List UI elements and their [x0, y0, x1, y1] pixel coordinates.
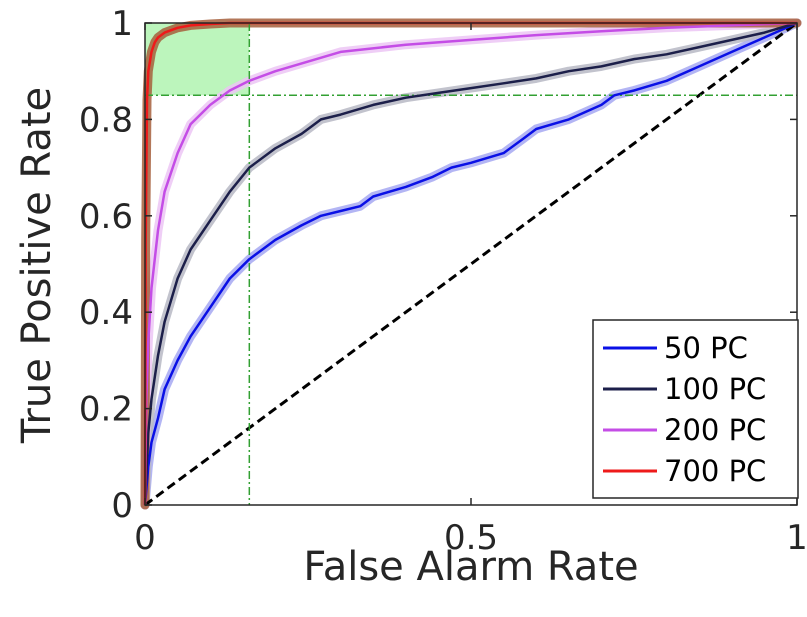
y-tick-label: 0.2 [79, 390, 133, 430]
series-line-100-pc [143, 21, 798, 506]
series-line-200-pc [143, 21, 798, 506]
y-tick-label: 1 [111, 4, 133, 44]
y-tick-label: 0.6 [79, 197, 133, 237]
legend-label-200-pc: 200 PC [664, 413, 766, 447]
x-tick-label: 1 [786, 518, 807, 558]
x-tick-label: 0.5 [444, 518, 498, 558]
x-tick-label: 0 [134, 518, 156, 558]
axis-ticks: 0 0.5 1 0 0.2 0.4 0.6 0.8 1 [79, 4, 807, 558]
chance-line [144, 21, 798, 507]
series-line-50-pc [143, 21, 798, 506]
x-axis-title: False Alarm Rate [303, 544, 638, 590]
series-lines [143, 21, 798, 506]
legend-label-50-pc: 50 PC [664, 331, 748, 365]
y-tick-label: 0 [111, 486, 133, 526]
y-tick-label: 0.4 [79, 293, 133, 333]
legend: 50 PC 100 PC 200 PC 700 PC [592, 319, 799, 499]
y-tick-label: 0.8 [79, 100, 133, 140]
legend-box [592, 319, 799, 499]
y-axis-title: True Positive Rate [14, 87, 60, 444]
legend-label-700-pc: 700 PC [664, 454, 766, 488]
legend-label-100-pc: 100 PC [664, 372, 766, 406]
